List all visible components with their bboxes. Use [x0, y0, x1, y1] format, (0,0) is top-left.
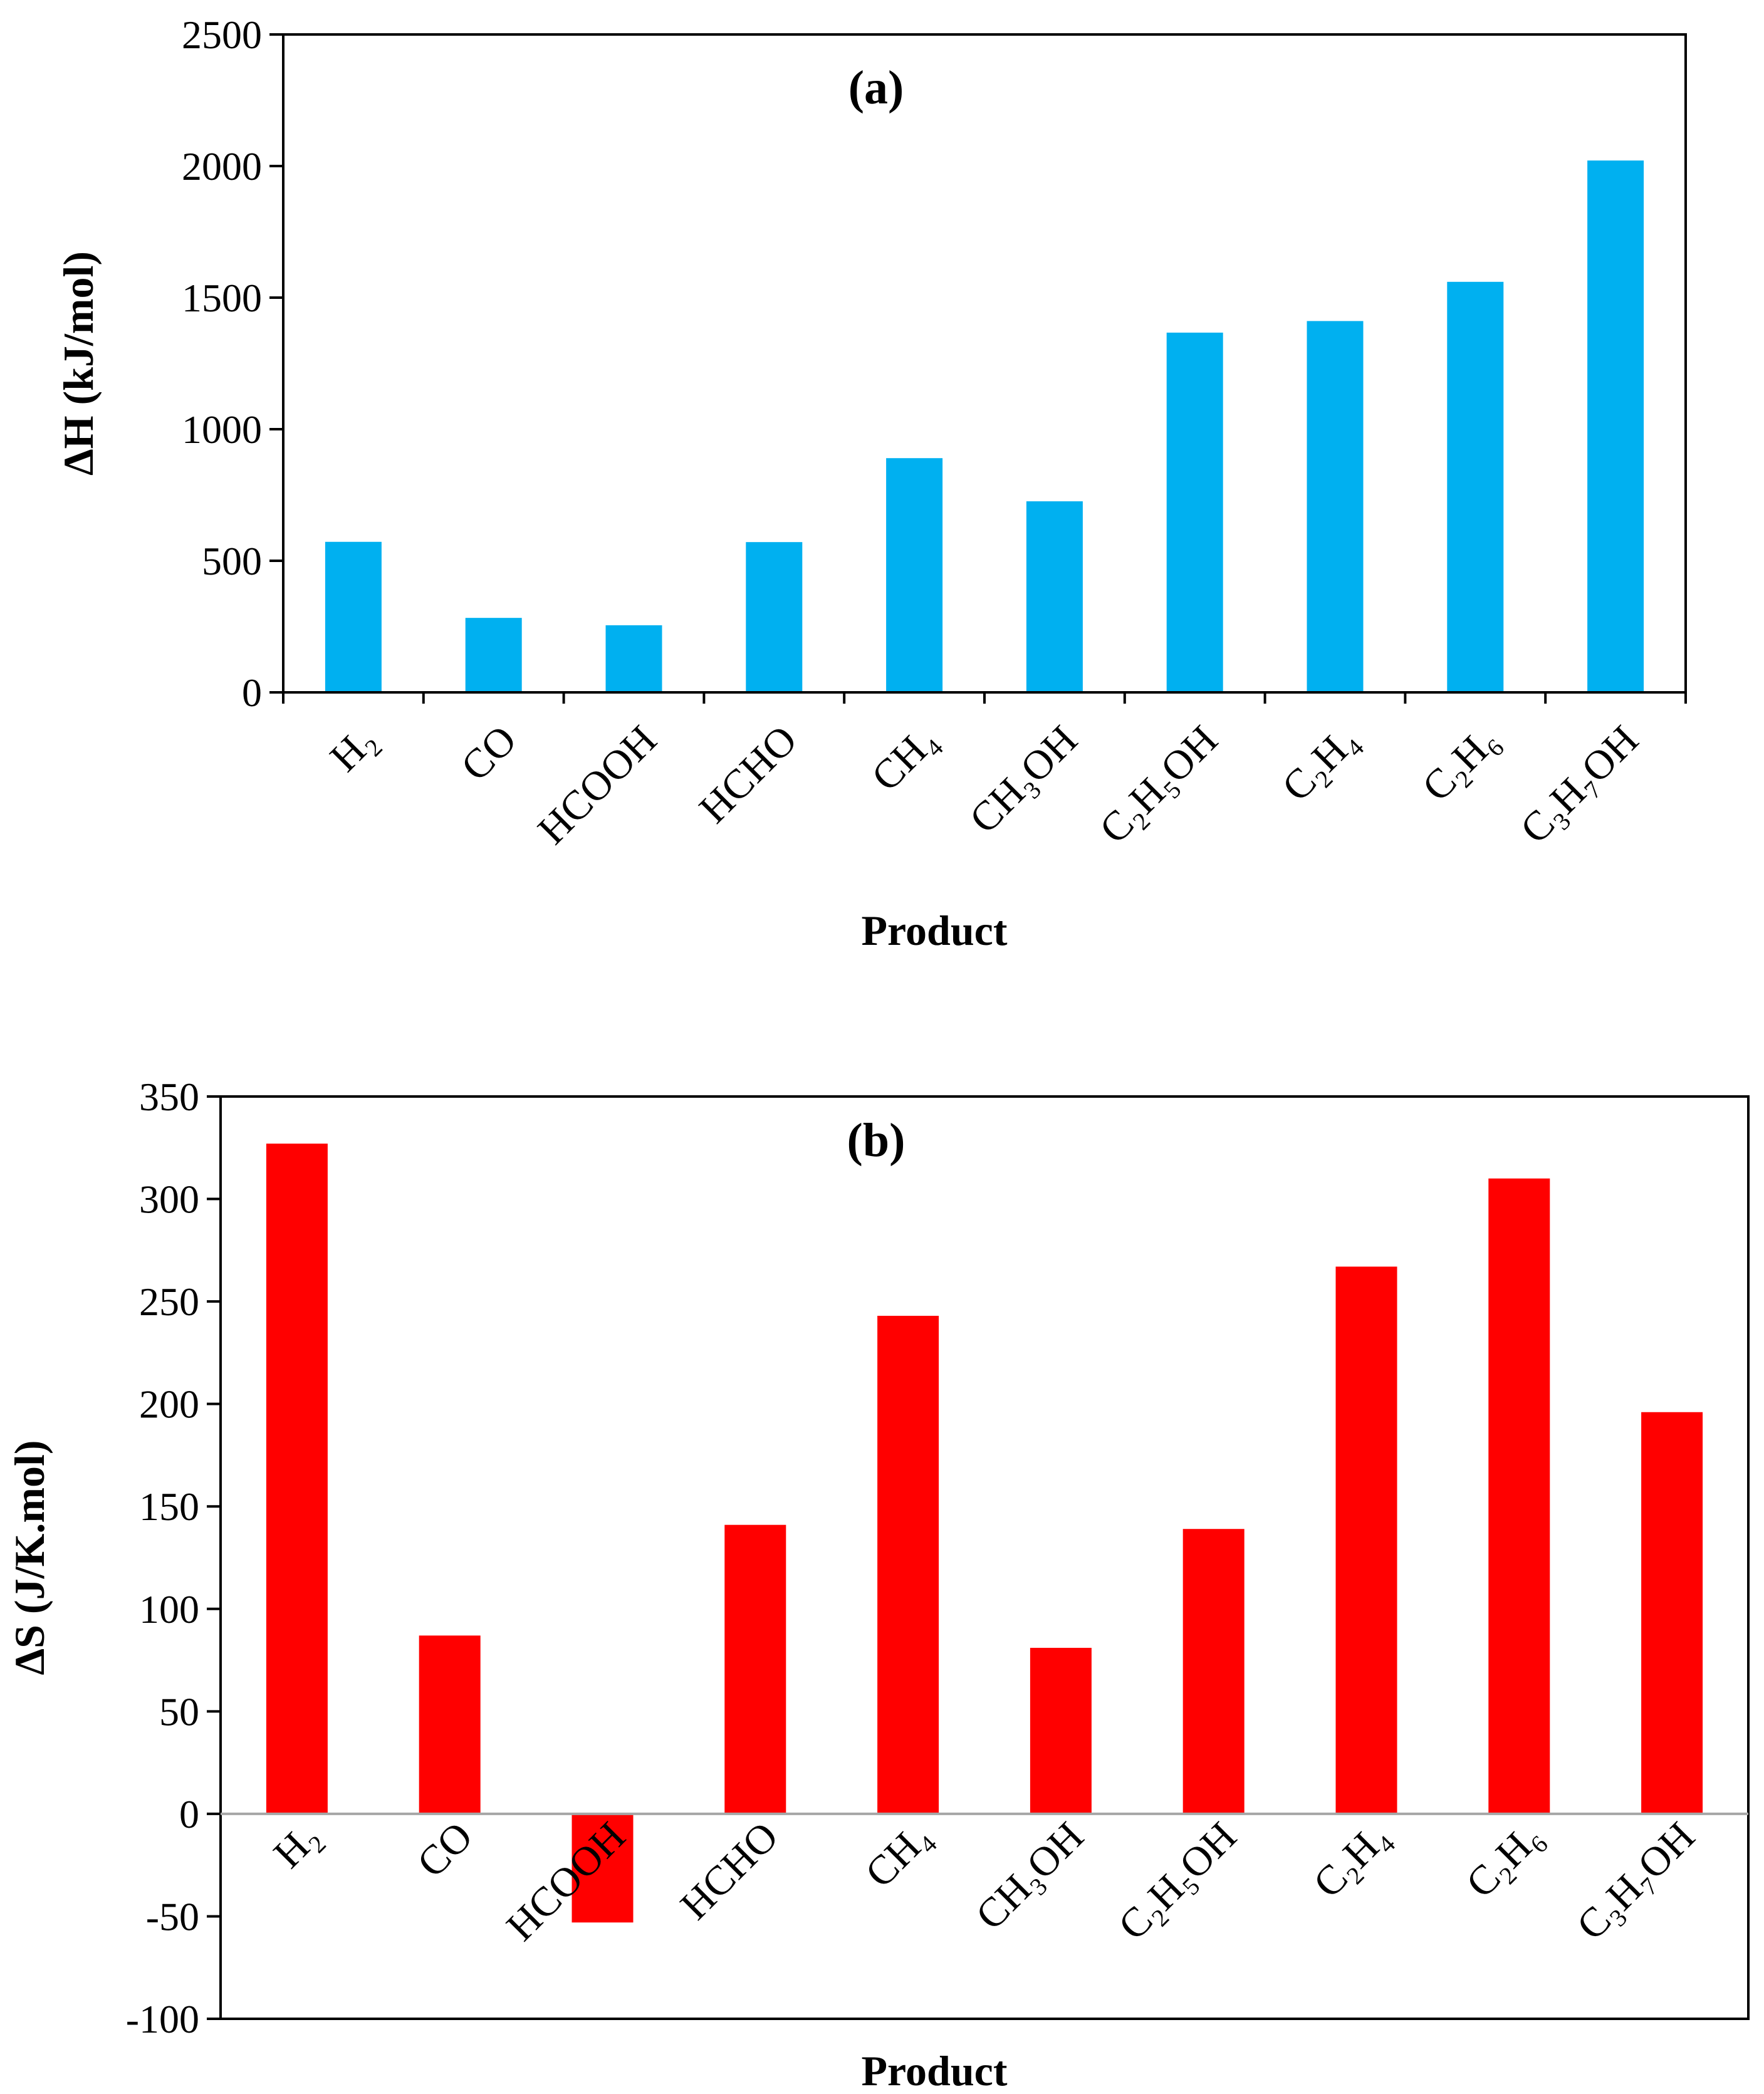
x-category-label: CH₃OH — [961, 717, 1086, 842]
y-axis-title: ΔS (J/K.mol) — [6, 1440, 53, 1675]
x-category-label: C₂H₅OH — [1110, 1813, 1245, 1949]
bar — [886, 458, 943, 692]
x-category-label: C₂H₅OH — [1091, 717, 1226, 852]
x-category-label: CO — [409, 1813, 481, 1886]
x-axis-title: Product — [862, 907, 1008, 954]
bar — [746, 542, 803, 692]
y-tick-label: -50 — [146, 1894, 199, 1939]
x-category-label: C₂H₄ — [1305, 1813, 1398, 1907]
plot-frame — [219, 1095, 1750, 2020]
x-category-label: HCHO — [672, 1813, 787, 1929]
x-category-label: CH₃OH — [967, 1813, 1092, 1939]
bar — [419, 1635, 481, 1814]
bar — [1182, 1529, 1245, 1814]
bar — [571, 1813, 634, 1923]
x-category-label: HCOOH — [530, 717, 666, 853]
bar — [605, 625, 662, 692]
x-axis-title: Product — [862, 2047, 1008, 2094]
y-tick-label: 300 — [139, 1177, 199, 1222]
x-category-label: C₃H₇OH — [1568, 1813, 1703, 1949]
y-tick-label: 2000 — [182, 144, 262, 189]
x-category-label: CH₄ — [863, 717, 946, 800]
bar — [877, 1316, 939, 1814]
x-category-label: C₂H₄ — [1273, 717, 1367, 810]
panel-label: (a) — [848, 61, 904, 114]
bar — [1641, 1412, 1703, 1814]
bar — [724, 1524, 786, 1814]
bar — [1488, 1178, 1550, 1814]
bar — [325, 541, 382, 692]
bar — [266, 1143, 328, 1814]
bar — [1447, 281, 1504, 692]
y-tick-label: 1500 — [182, 276, 262, 320]
x-category-label: CO — [452, 717, 525, 789]
y-tick-label: 0 — [179, 1792, 199, 1836]
y-tick-label: 100 — [139, 1587, 199, 1632]
x-category-label: H₂ — [265, 1813, 329, 1877]
bar — [1307, 321, 1364, 692]
bar — [1587, 160, 1644, 692]
y-tick-label: 50 — [159, 1689, 199, 1734]
y-tick-label: 350 — [139, 1075, 199, 1119]
bar — [1030, 1647, 1092, 1814]
y-tick-label: 250 — [139, 1279, 199, 1324]
bar — [1166, 332, 1223, 692]
x-category-label: H₂ — [321, 717, 385, 781]
y-axis-title: ΔH (kJ/mol) — [55, 251, 102, 476]
y-tick-label: 150 — [139, 1484, 199, 1529]
y-tick-label: 200 — [139, 1382, 199, 1427]
panel-a: 0 500 1000 1500 2000 2500 H₂ CO HCOOH HCHO CH₄ CH₃O… — [55, 13, 1687, 954]
x-category-label: C₂H₆ — [1414, 717, 1507, 810]
bar — [465, 618, 522, 692]
x-category-label: C₃H₇OH — [1511, 717, 1647, 852]
y-tick-label: -100 — [126, 1997, 199, 2041]
y-tick-label: 1000 — [182, 407, 262, 452]
y-tick-label: 0 — [242, 670, 262, 715]
y-tick-label: 500 — [202, 539, 262, 583]
bar — [1335, 1266, 1397, 1814]
x-category-label: C₂H₆ — [1458, 1813, 1551, 1907]
y-tick-label: 2500 — [182, 13, 262, 57]
bar — [1026, 501, 1083, 692]
panel-label: (b) — [847, 1114, 905, 1167]
x-category-label: CH₄ — [857, 1813, 940, 1897]
x-category-label: HCHO — [691, 717, 806, 832]
